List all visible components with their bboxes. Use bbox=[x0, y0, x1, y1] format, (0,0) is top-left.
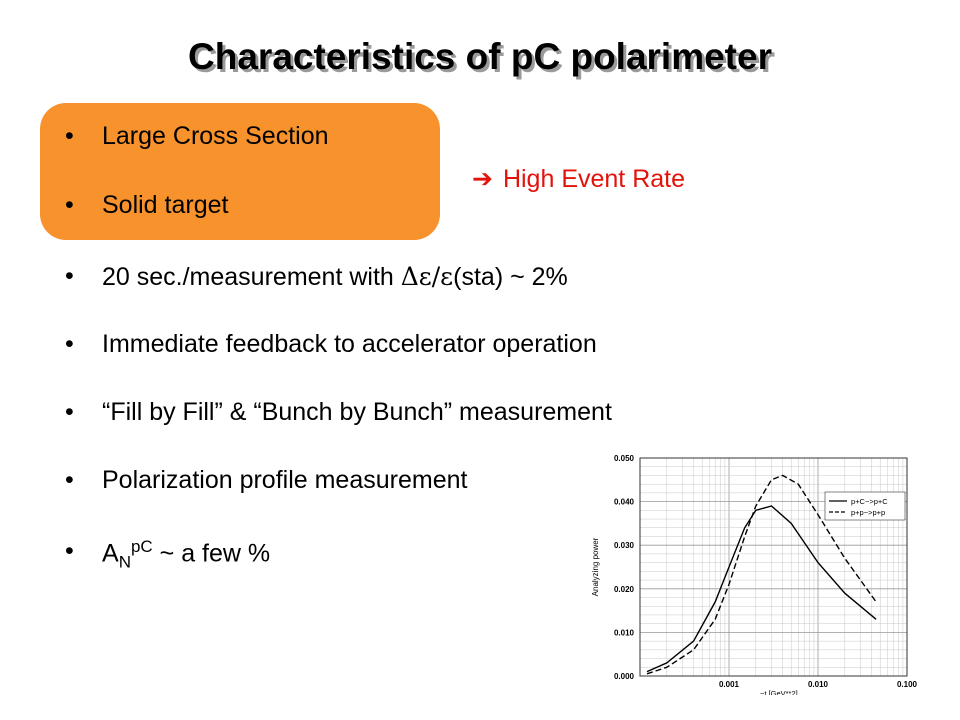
y-axis-label: Analyzing power bbox=[591, 537, 600, 596]
bullet-dot: • bbox=[65, 537, 74, 565]
chart-svg: 0.000 0.010 0.020 0.030 0.040 0.050 0.001 0.010… bbox=[591, 454, 918, 698]
bullet-text: Immediate feedback to accelerator operat… bbox=[102, 330, 597, 358]
measurement-suffix: (sta) ~ 2% bbox=[453, 263, 568, 291]
series-line-1 bbox=[646, 505, 877, 673]
y-tick-label: 0.010 bbox=[614, 628, 635, 637]
y-tick-label: 0.020 bbox=[614, 585, 635, 594]
bullet-dot: • bbox=[65, 330, 74, 358]
asym-main: A bbox=[102, 539, 119, 568]
bullet-text: Solid target bbox=[102, 191, 229, 219]
legend-label: p+C−>p+C bbox=[851, 497, 888, 506]
asym-superscript: pC bbox=[130, 537, 153, 556]
bullet-dot: • bbox=[65, 122, 74, 150]
plot-frame bbox=[639, 457, 908, 677]
asym-subscript: N bbox=[118, 552, 131, 572]
y-tick-label: 0.050 bbox=[614, 454, 635, 463]
y-tick-label: 0.040 bbox=[614, 498, 635, 507]
bullet-text: Polarization profile measurement bbox=[102, 466, 468, 494]
bullet-text: 20 sec./measurement with Δε/ε(sta) ~ 2% bbox=[102, 262, 568, 292]
measurement-prefix: 20 sec./measurement with bbox=[102, 263, 401, 291]
delta-epsilon-symbol: Δε/ε bbox=[400, 262, 454, 291]
bullet-text: Large Cross Section bbox=[102, 122, 329, 150]
slide-title: Characteristics of pC polarimeter bbox=[188, 36, 772, 77]
analyzing-power-chart: 0.000 0.010 0.020 0.030 0.040 0.050 0.001 0.010… bbox=[575, 440, 920, 698]
bullet-text: ANpC ~ a few % bbox=[102, 537, 270, 572]
highlight-box bbox=[40, 103, 440, 240]
bullet-dot: • bbox=[65, 398, 74, 426]
bullet-dot: • bbox=[65, 191, 74, 219]
x-tick-label: 0.010 bbox=[808, 680, 829, 689]
legend-label: p+p−>p+p bbox=[851, 508, 885, 517]
consequence-text: ➔ High Event Rate bbox=[472, 164, 685, 194]
y-tick-label: 0.030 bbox=[614, 541, 635, 550]
series-line-2 bbox=[646, 474, 877, 675]
bullet-text: “Fill by Fill” & “Bunch by Bunch” measur… bbox=[102, 398, 612, 426]
consequence-label: High Event Rate bbox=[502, 165, 685, 193]
legend-box bbox=[824, 491, 906, 521]
bullet-dot: • bbox=[65, 466, 74, 494]
x-tick-label: 0.001 bbox=[719, 680, 740, 689]
asym-rest: ~ a few % bbox=[152, 539, 271, 568]
x-axis-label: −t [GeV**2] bbox=[760, 689, 798, 695]
y-tick-label: 0.000 bbox=[614, 672, 635, 681]
right-arrow-icon: ➔ bbox=[472, 165, 493, 193]
bullet-dot: • bbox=[65, 262, 74, 290]
x-tick-label: 0.100 bbox=[897, 680, 918, 689]
